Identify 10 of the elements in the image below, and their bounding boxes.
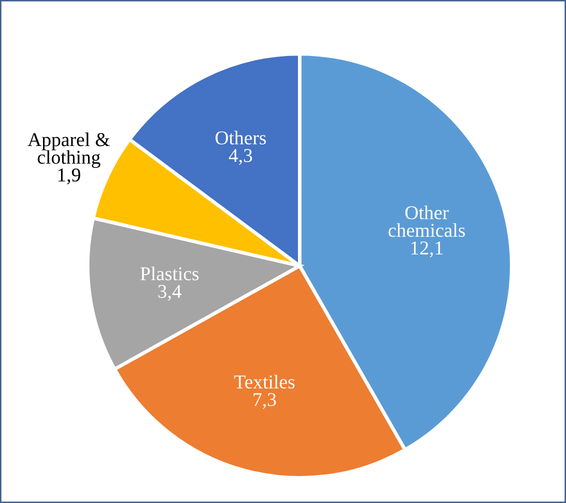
slice-label: Others <box>216 130 266 144</box>
data-label: 3,4 <box>158 284 182 301</box>
data-label: 12,1 <box>411 241 443 258</box>
data-label: 4,3 <box>228 149 252 165</box>
slice-label: Apparel & clothing <box>28 132 110 168</box>
slice-label: Other chemicals <box>388 206 465 237</box>
data-label: 1,9 <box>58 168 80 184</box>
data-label: 7,3 <box>254 393 276 409</box>
slice-label: Textiles <box>234 374 294 389</box>
slice-label: Plastics <box>140 266 199 280</box>
